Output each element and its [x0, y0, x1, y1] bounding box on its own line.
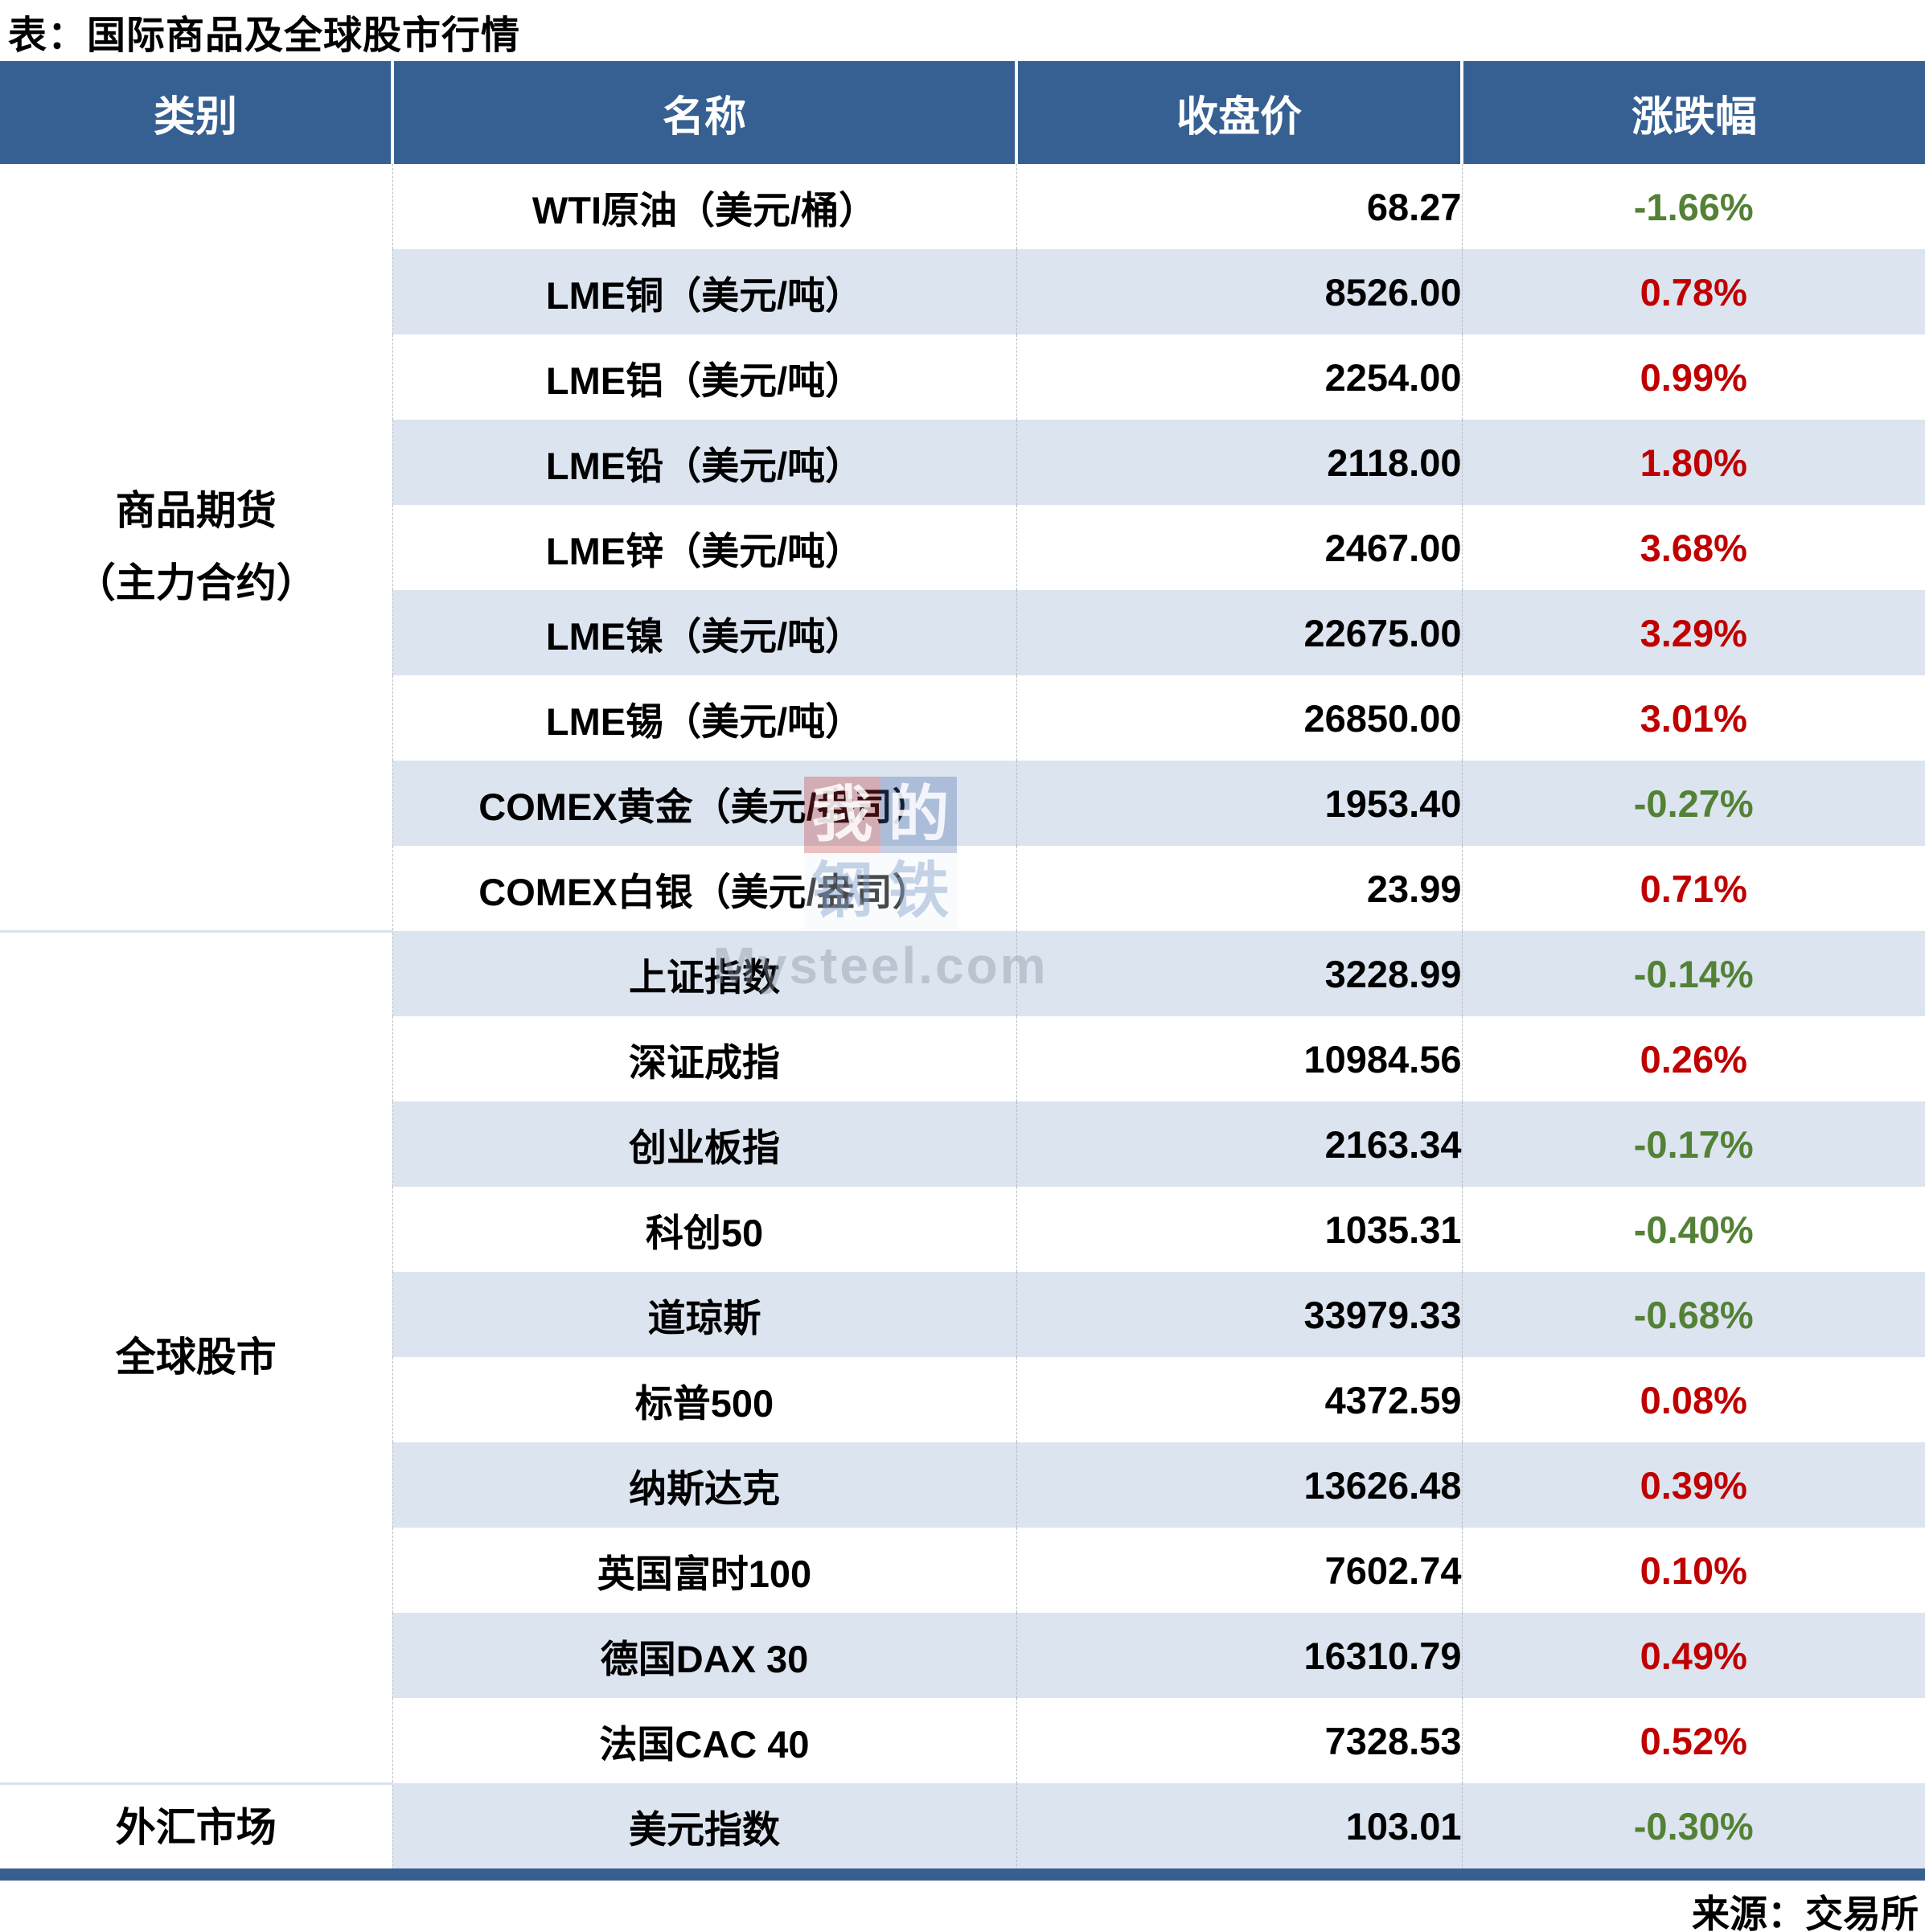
- close-cell: 2163.34: [1016, 1101, 1462, 1187]
- change-cell: 0.52%: [1461, 1698, 1925, 1783]
- close-cell: 26850.00: [1016, 675, 1462, 761]
- change-cell: 0.71%: [1461, 846, 1925, 931]
- close-cell: 2467.00: [1016, 505, 1462, 590]
- page-title: 表：国际商品及全球股市行情: [8, 14, 521, 57]
- name-cell: LME锌（美元/吨）: [392, 505, 1016, 590]
- table-row: COMEX黄金（美元/盎司） 1953.40 -0.27%: [0, 761, 1925, 846]
- table-row: LME铝（美元/吨） 2254.00 0.99%: [0, 334, 1925, 420]
- category-cell-commodities: 商品期货 （主力合约）: [0, 164, 392, 931]
- change-cell: -0.30%: [1461, 1783, 1925, 1870]
- table-row: LME镍（美元/吨） 22675.00 3.29%: [0, 590, 1925, 675]
- table-row: COMEX白银（美元/盎司） 23.99 0.71%: [0, 846, 1925, 931]
- name-cell: COMEX白银（美元/盎司）: [392, 846, 1016, 931]
- close-cell: 10984.56: [1016, 1016, 1462, 1101]
- change-cell: 0.49%: [1461, 1613, 1925, 1698]
- name-cell: COMEX黄金（美元/盎司）: [392, 761, 1016, 846]
- name-cell: 科创50: [392, 1187, 1016, 1272]
- close-cell: 7602.74: [1016, 1528, 1462, 1613]
- change-cell: 0.08%: [1461, 1357, 1925, 1442]
- header-close: 收盘价: [1015, 61, 1462, 164]
- table-row: LME锌（美元/吨） 2467.00 3.68%: [0, 505, 1925, 590]
- source-note: 来源：交易所: [1692, 1893, 1919, 1932]
- change-cell: -0.68%: [1461, 1272, 1925, 1357]
- table-row: 商品期货 （主力合约） WTI原油（美元/桶） 68.27 -1.66%: [0, 164, 1925, 931]
- name-cell: LME铝（美元/吨）: [392, 334, 1016, 420]
- close-cell: 4372.59: [1016, 1357, 1462, 1442]
- close-cell: 2118.00: [1016, 420, 1462, 505]
- table-row: LME锡（美元/吨） 26850.00 3.01%: [0, 675, 1925, 761]
- change-cell: -1.66%: [1461, 164, 1925, 249]
- change-cell: 3.68%: [1461, 505, 1925, 590]
- name-cell: LME锡（美元/吨）: [392, 675, 1016, 761]
- change-cell: 0.39%: [1461, 1442, 1925, 1528]
- change-cell: -0.40%: [1461, 1187, 1925, 1272]
- table-row: 深证成指 10984.56 0.26%: [0, 1016, 1925, 1101]
- close-cell: 22675.00: [1016, 590, 1462, 675]
- name-cell: 美元指数: [392, 1783, 1016, 1870]
- close-cell: 1035.31: [1016, 1187, 1462, 1272]
- table-row: LME铅（美元/吨） 2118.00 1.80%: [0, 420, 1925, 505]
- bottom-accent-bar: [0, 1868, 1925, 1881]
- name-cell: LME铅（美元/吨）: [392, 420, 1016, 505]
- name-cell: 创业板指: [392, 1101, 1016, 1187]
- category-cell-global-stocks: 全球股市: [0, 929, 392, 1783]
- change-cell: 0.10%: [1461, 1528, 1925, 1613]
- header-category: 类别: [0, 61, 392, 164]
- table-row: 法国CAC 40 7328.53 0.52%: [0, 1698, 1925, 1783]
- close-cell: 33979.33: [1016, 1272, 1462, 1357]
- change-cell: 1.80%: [1461, 420, 1925, 505]
- name-cell: 法国CAC 40: [392, 1698, 1016, 1783]
- name-cell: LME镍（美元/吨）: [392, 590, 1016, 675]
- close-cell: 68.27: [1016, 164, 1462, 249]
- close-cell: 3228.99: [1016, 931, 1462, 1016]
- change-cell: 0.78%: [1461, 249, 1925, 334]
- name-cell: 德国DAX 30: [392, 1613, 1016, 1698]
- category-cell-forex: 外汇市场: [0, 1782, 392, 1870]
- change-cell: -0.14%: [1461, 931, 1925, 1016]
- close-cell: 8526.00: [1016, 249, 1462, 334]
- table-row: 德国DAX 30 16310.79 0.49%: [0, 1613, 1925, 1698]
- change-cell: -0.17%: [1461, 1101, 1925, 1187]
- table-row: 英国富时100 7602.74 0.10%: [0, 1528, 1925, 1613]
- table-row: 外汇市场 美元指数 103.01 -0.30%: [0, 1782, 1925, 1870]
- change-cell: -0.27%: [1461, 761, 1925, 846]
- name-cell: 英国富时100: [392, 1528, 1016, 1613]
- name-cell: 道琼斯: [392, 1272, 1016, 1357]
- close-cell: 16310.79: [1016, 1613, 1462, 1698]
- name-cell: LME铜（美元/吨）: [392, 249, 1016, 334]
- close-cell: 13626.48: [1016, 1442, 1462, 1528]
- name-cell: 上证指数: [392, 931, 1016, 1016]
- table-row: 纳斯达克 13626.48 0.39%: [0, 1442, 1925, 1528]
- name-cell: 纳斯达克: [392, 1442, 1016, 1528]
- name-cell: 标普500: [392, 1357, 1016, 1442]
- change-cell: 3.01%: [1461, 675, 1925, 761]
- header-row: 类别 名称 收盘价 涨跌幅: [0, 61, 1925, 164]
- table-row: 全球股市 上证指数 3228.99 -0.14%: [0, 929, 1925, 1783]
- name-cell: 深证成指: [392, 1016, 1016, 1101]
- change-cell: 0.99%: [1461, 334, 1925, 420]
- market-table: 类别 名称 收盘价 涨跌幅 商品期货 （主力合约） WTI原油（美元/桶） 68…: [0, 61, 1925, 1870]
- table-row: 道琼斯 33979.33 -0.68%: [0, 1272, 1925, 1357]
- table-row: 标普500 4372.59 0.08%: [0, 1357, 1925, 1442]
- change-cell: 3.29%: [1461, 590, 1925, 675]
- header-change: 涨跌幅: [1460, 61, 1925, 164]
- table-row: 创业板指 2163.34 -0.17%: [0, 1101, 1925, 1187]
- change-cell: 0.26%: [1461, 1016, 1925, 1101]
- table-row: 科创50 1035.31 -0.40%: [0, 1187, 1925, 1272]
- close-cell: 1953.40: [1016, 761, 1462, 846]
- header-name: 名称: [391, 61, 1016, 164]
- close-cell: 23.99: [1016, 846, 1462, 931]
- close-cell: 103.01: [1016, 1783, 1462, 1870]
- close-cell: 7328.53: [1016, 1698, 1462, 1783]
- close-cell: 2254.00: [1016, 334, 1462, 420]
- table-row: LME铜（美元/吨） 8526.00 0.78%: [0, 249, 1925, 334]
- name-cell: WTI原油（美元/桶）: [392, 164, 1016, 249]
